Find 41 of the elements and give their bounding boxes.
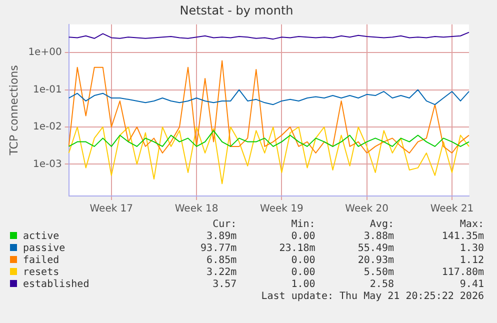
text: 1.12	[458, 254, 484, 266]
x-tick-label: Week 20	[345, 204, 388, 215]
x-tick-label: Week 21	[430, 204, 474, 215]
x-tick-label: Week 17	[90, 204, 134, 215]
text: 1.30	[458, 242, 484, 254]
text: 3.88m	[362, 230, 394, 242]
text: 0.00	[290, 266, 316, 278]
y-tick-label: 1e-01	[32, 84, 62, 96]
text: 93.77m	[200, 242, 237, 254]
text: 20.93m	[356, 254, 394, 266]
text: 141.35m	[440, 230, 484, 242]
text: 3.89m	[206, 230, 237, 242]
y-axis-title: TCP connections	[7, 64, 20, 156]
text: 23.18m	[278, 242, 316, 254]
legend-label: failed	[22, 254, 60, 266]
text: 0.00	[290, 254, 316, 266]
text: Min:	[290, 218, 316, 230]
y-tick-label: 1e-02	[32, 122, 62, 133]
text: Last update: Thu May 21 20:25:22 2026	[260, 291, 484, 302]
text: 55.49m	[356, 242, 394, 254]
text: Avg:	[368, 218, 394, 230]
text: 2.58	[368, 278, 394, 290]
text: 5.50m	[362, 266, 394, 278]
text: 9.41	[458, 278, 484, 290]
legend-label: established	[22, 278, 90, 290]
chart-title: Netstat - by month	[180, 3, 294, 18]
text: 1.00	[290, 278, 316, 290]
legend-label: passive	[22, 242, 66, 254]
text: 3.22m	[206, 266, 237, 278]
text: Max:	[458, 218, 484, 230]
text: 117.80m	[440, 266, 484, 278]
y-tick-label: 1e+00	[28, 47, 62, 58]
legend-label: resets	[22, 266, 60, 278]
text: 6.85m	[206, 254, 237, 266]
legend-label: active	[22, 230, 60, 242]
text: 0.00	[290, 230, 316, 242]
text: 3.57	[212, 278, 237, 290]
y-tick-label: 1e-03	[32, 158, 62, 170]
text: Cur:	[212, 218, 237, 230]
x-tick-label: Week 18	[174, 204, 218, 215]
x-tick-label: Week 19	[260, 204, 304, 215]
